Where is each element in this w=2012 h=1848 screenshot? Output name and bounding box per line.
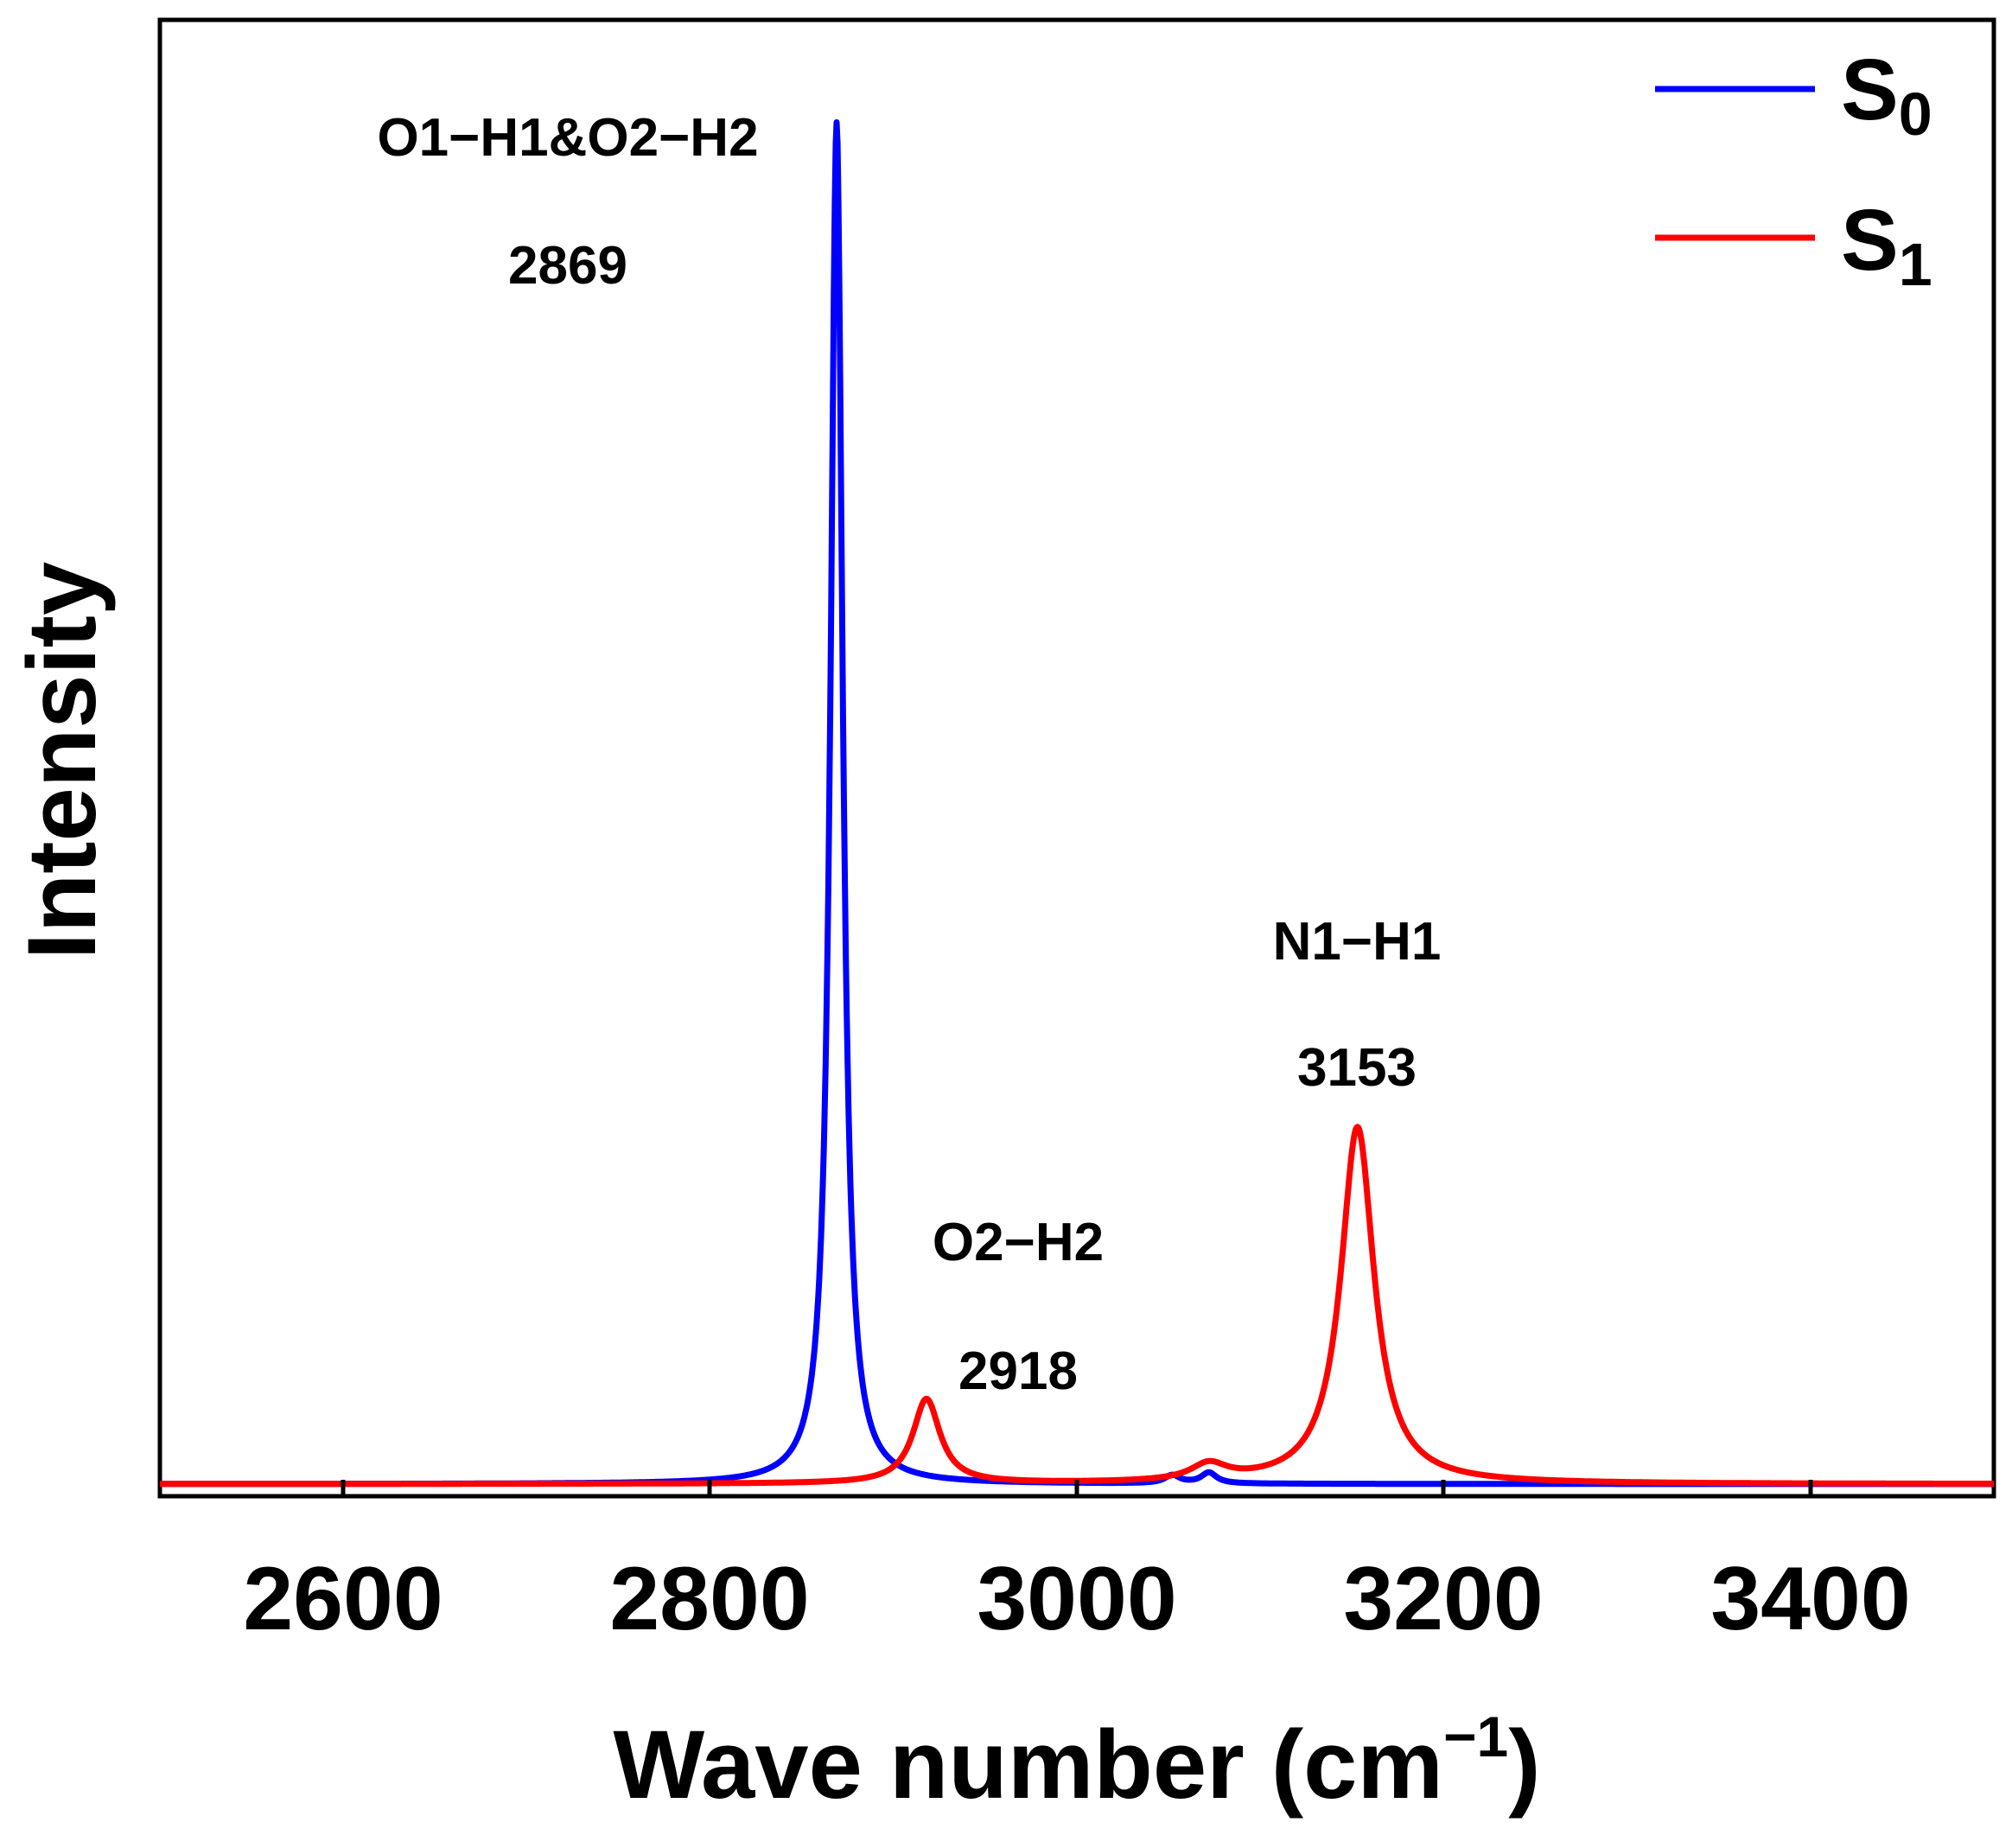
legend-label-s0-main: S — [1841, 41, 1899, 138]
x-axis-title-text: Wave number (cm — [613, 1711, 1443, 1819]
plot-frame — [157, 17, 1996, 1499]
x-tick-label: 3000 — [977, 1549, 1176, 1649]
x-axis-ticks — [341, 1480, 1813, 1496]
x-axis-title-close: ) — [1508, 1711, 1540, 1819]
annotation-value-2869: 2869 — [508, 236, 627, 296]
annotation-label-n1h1: N1−H1 — [1273, 912, 1442, 972]
x-tick-label: 3400 — [1710, 1549, 1910, 1649]
annotation-value-3153: 3153 — [1297, 1038, 1417, 1098]
series-s1-line — [157, 1124, 1996, 1488]
annotation-label-o1h1-o2h2: O1−H1&O2−H2 — [377, 108, 758, 168]
x-tick-label: 2600 — [243, 1549, 443, 1649]
x-axis-title: Wave number (cm−1) — [613, 1705, 1540, 1819]
x-tick-label: 2800 — [609, 1549, 809, 1649]
legend-label-s1-sub: 1 — [1899, 231, 1932, 298]
series-s0-line — [157, 119, 1996, 1488]
legend-label-s0-sub: 0 — [1899, 80, 1932, 148]
annotation-value-2918: 2918 — [958, 1341, 1078, 1401]
annotation-label-o2h2: O2−H2 — [933, 1213, 1104, 1272]
y-axis-title: Intensity — [8, 562, 116, 960]
legend-label-s1-main: S — [1841, 192, 1899, 289]
legend: S0 S1 — [1655, 41, 1932, 298]
legend-label-s1: S1 — [1841, 192, 1932, 298]
x-tick-label: 3200 — [1343, 1549, 1543, 1649]
legend-label-s0: S0 — [1841, 41, 1932, 148]
x-axis-title-superscript: −1 — [1443, 1705, 1508, 1768]
